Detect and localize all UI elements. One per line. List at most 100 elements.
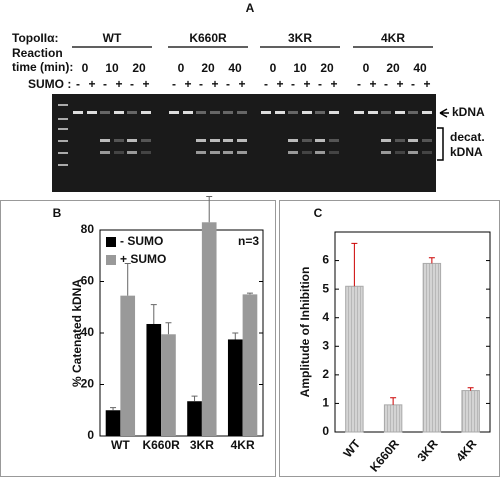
gel-band — [288, 111, 298, 114]
gel-band — [408, 151, 418, 154]
error-bar — [191, 395, 198, 402]
time-label: 10 — [105, 61, 119, 75]
sumo-sign: - — [384, 77, 388, 91]
gel-band — [261, 111, 271, 114]
sumo-sign: - — [130, 77, 134, 91]
gel-band — [141, 111, 151, 114]
gel-band — [408, 139, 418, 142]
sumo-sign: + — [184, 77, 191, 91]
error-bar — [246, 292, 253, 295]
gel-band — [127, 111, 137, 114]
y-tick-label: 80 — [81, 222, 95, 236]
x-tick-label: K660R — [142, 438, 180, 452]
time-label: Reaction — [12, 46, 63, 60]
gel-band — [183, 111, 193, 114]
sumo-sign: - — [357, 77, 361, 91]
sumo-sign: + — [369, 77, 376, 91]
time-label: 20 — [132, 61, 146, 75]
error-bar — [124, 262, 131, 296]
legend-label: + SUMO — [120, 252, 166, 266]
gel-band — [237, 139, 247, 142]
sumo-sign: + — [303, 77, 310, 91]
y-tick-label: 0 — [322, 424, 329, 438]
y-tick-label: 20 — [81, 377, 95, 391]
gel-band — [315, 139, 325, 142]
ladder-band — [58, 140, 68, 142]
sumo-sign: - — [291, 77, 295, 91]
error-bar — [390, 397, 397, 405]
gel-band — [114, 111, 124, 114]
gel-band — [395, 139, 405, 142]
gel — [52, 94, 436, 192]
time-label: 20 — [201, 61, 215, 75]
gel-band — [87, 111, 97, 114]
bar — [161, 334, 176, 436]
sumo-sign: - — [411, 77, 415, 91]
sumo-sign: - — [172, 77, 176, 91]
sumo-sign: - — [264, 77, 268, 91]
sumo-sign: + — [276, 77, 283, 91]
bar — [146, 323, 162, 436]
error-bar — [150, 304, 157, 324]
gel-band — [223, 111, 233, 114]
gel-band — [395, 111, 405, 114]
sumo-sign: - — [226, 77, 230, 91]
gel-band — [196, 151, 206, 154]
ladder-band — [58, 164, 68, 166]
gel-band — [302, 151, 312, 154]
ladder-band — [58, 104, 68, 106]
gel-band — [381, 151, 391, 154]
gel-band — [141, 139, 151, 142]
x-tick-label: 3KR — [190, 438, 214, 452]
gel-band — [100, 139, 110, 142]
legend-label: - SUMO — [120, 234, 163, 248]
gel-band — [196, 111, 206, 114]
gel-band — [422, 151, 432, 154]
annotation: n=3 — [238, 234, 259, 248]
sumo-label: SUMO : — [28, 77, 71, 91]
bar — [422, 262, 442, 433]
time-label: 0 — [363, 61, 370, 75]
gel-band — [114, 139, 124, 142]
gel-band — [395, 151, 405, 154]
time-label: 20 — [320, 61, 334, 75]
gel-band — [329, 139, 339, 142]
sumo-sign: + — [330, 77, 337, 91]
gel-band — [354, 111, 364, 114]
error-bar — [351, 242, 358, 287]
group-label: WT — [103, 31, 122, 45]
group-label: 4KR — [381, 31, 405, 45]
gel-band — [169, 111, 179, 114]
y-tick-label: 1 — [322, 396, 329, 410]
gel-band — [288, 139, 298, 142]
gel-band — [381, 111, 391, 114]
gel-band — [315, 151, 325, 154]
error-bar — [110, 407, 117, 411]
time-label: 40 — [228, 61, 242, 75]
gel-band — [275, 111, 285, 114]
error-bar — [232, 332, 239, 340]
gel-band — [368, 111, 378, 114]
sumo-sign: - — [103, 77, 107, 91]
y-tick-label: 60 — [81, 274, 95, 288]
y-tick-label: 5 — [322, 281, 329, 295]
gel-band — [114, 151, 124, 154]
decat-label: kDNA — [450, 145, 483, 159]
bar — [242, 294, 258, 436]
error-bar — [428, 257, 435, 264]
gel-band — [127, 151, 137, 154]
time-label: 40 — [413, 61, 427, 75]
x-tick-label: 4KR — [231, 438, 255, 452]
legend-swatch — [106, 237, 116, 247]
panel-label: C — [314, 206, 323, 220]
y-tick-label: 4 — [322, 310, 329, 324]
gel-band — [210, 111, 220, 114]
y-axis-label: Amplitude of Inhibition — [298, 267, 312, 398]
x-tick-label: K660R — [367, 437, 402, 475]
y-tick-label: 3 — [322, 338, 329, 352]
gel-band — [422, 111, 432, 114]
x-tick-label: 4KR — [453, 437, 479, 465]
bar — [120, 295, 136, 436]
y-tick-label: 0 — [87, 428, 94, 442]
